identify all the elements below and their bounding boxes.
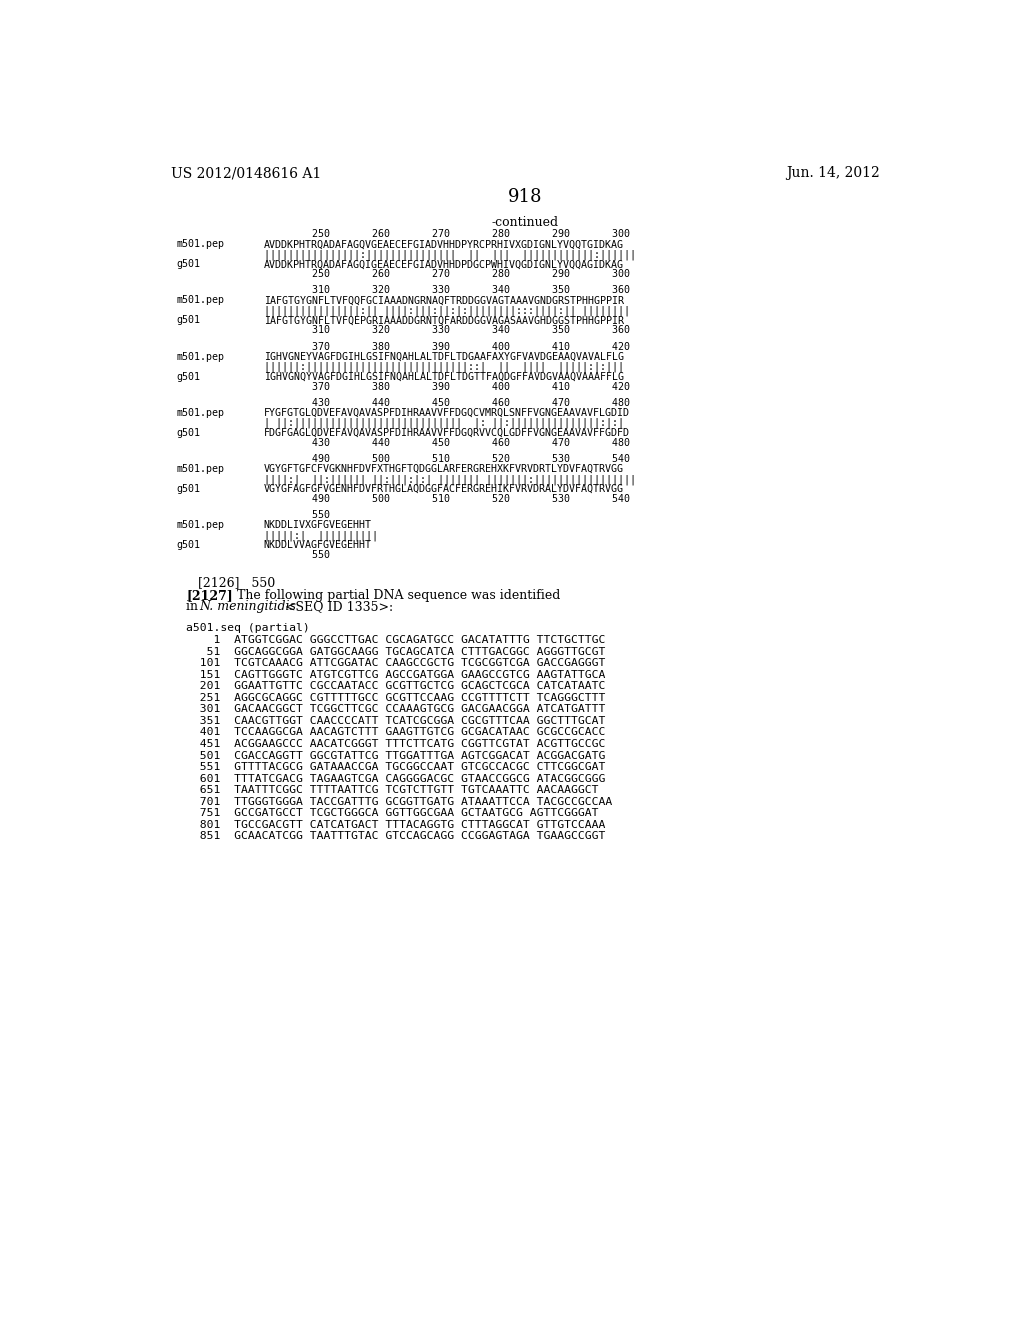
Text: |||||:|  ||||||||||: |||||:| |||||||||| xyxy=(263,531,378,541)
Text: Jun. 14, 2012: Jun. 14, 2012 xyxy=(786,166,880,180)
Text: FYGFGTGLQDVEFAVQAVASPFDIHRAAVVFFDGQCVMRQLSNFFVGNGEAAVAVFLGDID: FYGFGTGLQDVEFAVQAVASPFDIHRAAVVFFDGQCVMRQ… xyxy=(263,408,630,418)
Text: IAFGTGYGNFLTVFQQFGCIAAADNGRNAQFTRDDGGVAGTAAAVGNDGRSTPHHGPPIR: IAFGTGYGNFLTVFQQFGCIAAADNGRNAQFTRDDGGVAG… xyxy=(263,296,624,305)
Text: 550: 550 xyxy=(263,511,330,520)
Text: -continued: -continued xyxy=(492,216,558,230)
Text: ||||||||||||||||:|||||||||||||||  ||  |||  ||||||||||||:||||||: ||||||||||||||||:||||||||||||||| || ||| … xyxy=(263,249,636,260)
Text: 301  GACAACGGCT TCGGCTTCGC CCAAAGTGCG GACGAACGGA ATCATGATTT: 301 GACAACGGCT TCGGCTTCGC CCAAAGTGCG GAC… xyxy=(186,705,605,714)
Text: 1  ATGGTCGGAC GGGCCTTGAC CGCAGATGCC GACATATTTG TTCTGCTTGC: 1 ATGGTCGGAC GGGCCTTGAC CGCAGATGCC GACAT… xyxy=(186,635,605,645)
Text: m501.pep: m501.pep xyxy=(176,296,224,305)
Text: 501  CGACCAGGTT GGCGTATTCG TTGGATTTGA AGTCGGACAT ACGGACGATG: 501 CGACCAGGTT GGCGTATTCG TTGGATTTGA AGT… xyxy=(186,751,605,760)
Text: [2127]: [2127] xyxy=(186,589,232,602)
Text: g501: g501 xyxy=(176,540,200,550)
Text: ||||||:|||||||||||||||||||||||||||::|  ||  ||||  |||||:|:|||: ||||||:|||||||||||||||||||||||||||::| ||… xyxy=(263,362,624,372)
Text: m501.pep: m501.pep xyxy=(176,465,224,474)
Text: VGYGFAGFGFVGENHFDVFRTHGLAQDGGFACFERGREHIKFVRVDRALYDVFAQTRVGG: VGYGFAGFGFVGENHFDVFRTHGLAQDGGFACFERGREHI… xyxy=(263,484,624,494)
Text: IAFGTGYGNFLTVFQEPGRIAAADDGRNTQFARDDGGVAGASAAVGHDGGSTPHHGPPIR: IAFGTGYGNFLTVFQEPGRIAAADDGRNTQFARDDGGVAG… xyxy=(263,315,624,326)
Text: AVDDKPHTRQADAFAGQVGEAECEFGIADVHHDPYRCPRHIVXGDIGNLYVQQTGIDKAG: AVDDKPHTRQADAFAGQVGEAECEFGIADVHHDPYRCPRH… xyxy=(263,239,624,249)
Text: IGHVGNQYVAGFDGIHLGSIFNQAHLALTDFLTDGTTFAQDGFFAVDGVAAQVAAAFFLG: IGHVGNQYVAGFDGIHLGSIFNQAHLALTDFLTDGTTFAQ… xyxy=(263,372,624,381)
Text: ||||:|  ||:|||||| ||:|||:|:| ||||||| |||||||:|||||||||||||||||: ||||:| ||:|||||| ||:|||:|:| ||||||| ||||… xyxy=(263,474,636,484)
Text: NKDDLIVXGFGVEGEHHT: NKDDLIVXGFGVEGEHHT xyxy=(263,520,372,531)
Text: US 2012/0148616 A1: US 2012/0148616 A1 xyxy=(171,166,321,180)
Text: ||||||||||||||||:|| ||||:|||:||:|:||||||||:::||||:|| ||||||||: ||||||||||||||||:|| ||||:|||:||:|:||||||… xyxy=(263,305,630,315)
Text: 151  CAGTTGGGTC ATGTCGTTCG AGCCGATGGA GAAGCCGTCG AAGTATTGCA: 151 CAGTTGGGTC ATGTCGTTCG AGCCGATGGA GAA… xyxy=(186,669,605,680)
Text: 201  GGAATTGTTC CGCCAATACC GCGTTGCTCG GCAGCTCGCA CATCATAATC: 201 GGAATTGTTC CGCCAATACC GCGTTGCTCG GCA… xyxy=(186,681,605,692)
Text: IGHVGNEYVAGFDGIHLGSIFNQAHLALTDFLTDGAAFAXYGFVAVDGEAAQVAVALFLG: IGHVGNEYVAGFDGIHLGSIFNQAHLALTDFLTDGAAFAX… xyxy=(263,351,624,362)
Text: m501.pep: m501.pep xyxy=(176,520,224,531)
Text: 251  AGGCGCAGGC CGTTTTTGCC GCGTTCCAAG CCGTTTTCTT TCAGGGCTTT: 251 AGGCGCAGGC CGTTTTTGCC GCGTTCCAAG CCG… xyxy=(186,693,605,702)
Text: 751  GCCGATGCCT TCGCTGGGCA GGTTGGCGAA GCTAATGCG AGTTCGGGAT: 751 GCCGATGCCT TCGCTGGGCA GGTTGGCGAA GCT… xyxy=(186,808,599,818)
Text: 851  GCAACATCGG TAATTTGTAC GTCCAGCAGG CCGGAGTAGA TGAAGCCGGT: 851 GCAACATCGG TAATTTGTAC GTCCAGCAGG CCG… xyxy=(186,832,605,841)
Text: [2126]   550: [2126] 550 xyxy=(198,576,275,589)
Text: 250       260       270       280       290       300: 250 260 270 280 290 300 xyxy=(263,269,630,280)
Text: 551  GTTTTACGCG GATAAACCGA TGCGGCCAAT GTCGCCACGC CTTCGGCGAT: 551 GTTTTACGCG GATAAACCGA TGCGGCCAAT GTC… xyxy=(186,762,605,772)
Text: 430       440       450       460       470       480: 430 440 450 460 470 480 xyxy=(263,438,630,447)
Text: 310       320       330       340       350       360: 310 320 330 340 350 360 xyxy=(263,326,630,335)
Text: VGYGFTGFCFVGKNHFDVFXTHGFTQDGGLARFERGREHXKFVRVDRTLYDVFAQTRVGG: VGYGFTGFCFVGKNHFDVFXTHGFTQDGGLARFERGREHX… xyxy=(263,465,624,474)
Text: 310       320       330       340       350       360: 310 320 330 340 350 360 xyxy=(263,285,630,296)
Text: 918: 918 xyxy=(508,187,542,206)
Text: 701  TTGGGTGGGA TACCGATTTG GCGGTTGATG ATAAATTCCA TACGCCGCCAA: 701 TTGGGTGGGA TACCGATTTG GCGGTTGATG ATA… xyxy=(186,797,612,807)
Text: g501: g501 xyxy=(176,428,200,438)
Text: g501: g501 xyxy=(176,484,200,494)
Text: The following partial DNA sequence was identified: The following partial DNA sequence was i… xyxy=(221,589,560,602)
Text: AVDDKPHTRQADAFAGQIGEAECEFGIADVHHDPDGCPWHIVQGDIGNLYVQQAGIDKAG: AVDDKPHTRQADAFAGQIGEAECEFGIADVHHDPDGCPWH… xyxy=(263,259,624,269)
Text: 490       500       510       520       530       540: 490 500 510 520 530 540 xyxy=(263,454,630,465)
Text: 250       260       270       280       290       300: 250 260 270 280 290 300 xyxy=(263,230,630,239)
Text: 451  ACGGAAGCCC AACATCGGGT TTTCTTCATG CGGTTCGTAT ACGTTGCCGC: 451 ACGGAAGCCC AACATCGGGT TTTCTTCATG CGG… xyxy=(186,739,605,748)
Text: 370       380       390       400       410       420: 370 380 390 400 410 420 xyxy=(263,381,630,392)
Text: m501.pep: m501.pep xyxy=(176,351,224,362)
Text: 101  TCGTCAAACG ATTCGGATAC CAAGCCGCTG TCGCGGTCGA GACCGAGGGT: 101 TCGTCAAACG ATTCGGATAC CAAGCCGCTG TCG… xyxy=(186,659,605,668)
Text: N. meningitidis: N. meningitidis xyxy=(200,601,296,614)
Text: NKDDLVVAGFGVEGEHHT: NKDDLVVAGFGVEGEHHT xyxy=(263,540,372,550)
Text: 651  TAATTTCGGC TTTTAATTCG TCGTCTTGTT TGTCAAATTC AACAAGGCT: 651 TAATTTCGGC TTTTAATTCG TCGTCTTGTT TGT… xyxy=(186,785,599,795)
Text: | ||:||||||||||||||||||||||||||||  |: ||:|||||||||||||||:|:|: | ||:|||||||||||||||||||||||||||| |: ||:… xyxy=(263,418,624,429)
Text: g501: g501 xyxy=(176,259,200,269)
Text: 370       380       390       400       410       420: 370 380 390 400 410 420 xyxy=(263,342,630,351)
Text: 51  GGCAGGCGGA GATGGCAAGG TGCAGCATCA CTTTGACGGC AGGGTTGCGT: 51 GGCAGGCGGA GATGGCAAGG TGCAGCATCA CTTT… xyxy=(186,647,605,656)
Text: in: in xyxy=(186,601,202,614)
Text: 490       500       510       520       530       540: 490 500 510 520 530 540 xyxy=(263,494,630,504)
Text: 801  TGCCGACGTT CATCATGACT TTTACAGGTG CTTTAGGCAT GTTGTCCAAA: 801 TGCCGACGTT CATCATGACT TTTACAGGTG CTT… xyxy=(186,820,605,830)
Text: 550: 550 xyxy=(263,550,330,560)
Text: g501: g501 xyxy=(176,372,200,381)
Text: 351  CAACGTTGGT CAACCCCATT TCATCGCGGA CGCGTTTCAA GGCTTTGCAT: 351 CAACGTTGGT CAACCCCATT TCATCGCGGA CGC… xyxy=(186,715,605,726)
Text: a501.seq (partial): a501.seq (partial) xyxy=(186,623,310,634)
Text: g501: g501 xyxy=(176,315,200,326)
Text: 601  TTTATCGACG TAGAAGTCGA CAGGGGACGC GTAACCGGCG ATACGGCGGG: 601 TTTATCGACG TAGAAGTCGA CAGGGGACGC GTA… xyxy=(186,774,605,784)
Text: m501.pep: m501.pep xyxy=(176,239,224,249)
Text: <SEQ ID 1335>:: <SEQ ID 1335>: xyxy=(282,601,393,614)
Text: m501.pep: m501.pep xyxy=(176,408,224,418)
Text: FDGFGAGLQDVEFAVQAVASPFDIHRAAVVFFDGQRVVCQLGDFFVGNGEAAVAVFFGDFD: FDGFGAGLQDVEFAVQAVASPFDIHRAAVVFFDGQRVVCQ… xyxy=(263,428,630,438)
Text: 430       440       450       460       470       480: 430 440 450 460 470 480 xyxy=(263,397,630,408)
Text: 401  TCCAAGGCGA AACAGTCTTT GAAGTTGTCG GCGACATAAC GCGCCGCACC: 401 TCCAAGGCGA AACAGTCTTT GAAGTTGTCG GCG… xyxy=(186,727,605,738)
